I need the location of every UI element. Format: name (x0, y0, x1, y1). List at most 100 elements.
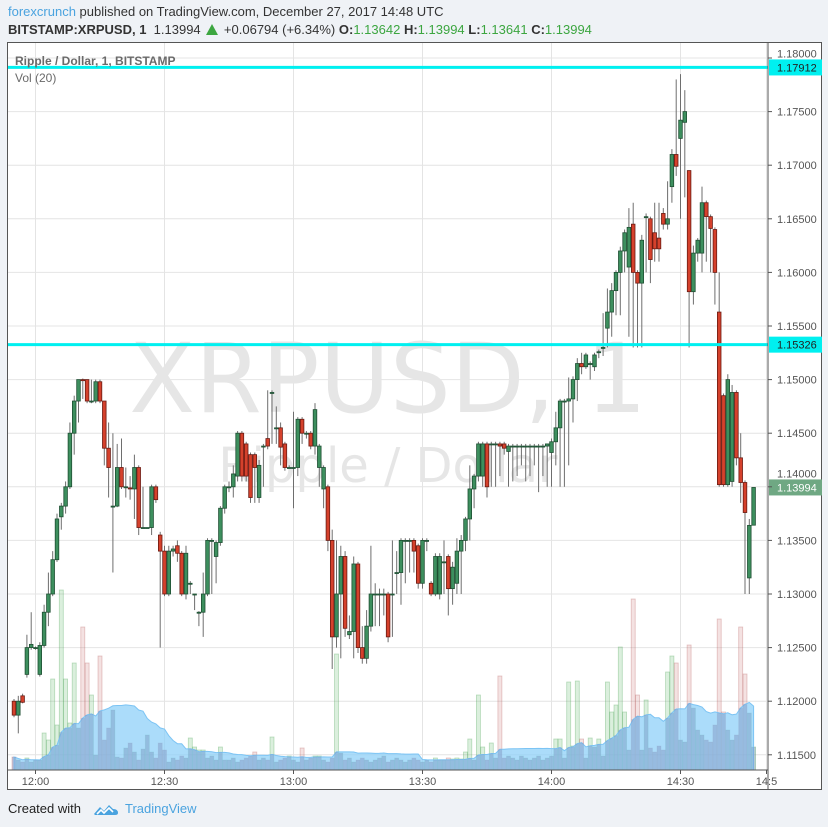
volume-bar-overlap (158, 743, 163, 770)
candle (24, 647, 30, 675)
volume-bar-overlap (304, 760, 309, 770)
candle (162, 550, 167, 595)
candle (308, 432, 313, 447)
volume-bar-overlap (519, 756, 524, 770)
series-legend[interactable]: Ripple / Dollar, 1, BITSTAMP (15, 54, 176, 68)
volume-bar-overlap (502, 758, 507, 770)
volume-bar-overlap (373, 760, 378, 770)
candle (89, 400, 94, 403)
symbol-info: BITSTAMP:XRPUSD, 1 1.13994 +0.06794 (+6.… (8, 22, 592, 37)
candle (80, 379, 85, 382)
candle (699, 202, 705, 254)
candle (398, 540, 404, 573)
volume-bar-overlap (37, 760, 42, 770)
candle (231, 473, 236, 488)
volume-bar-overlap (136, 760, 141, 770)
candle (648, 218, 653, 260)
watermark-name: Ripple / Dollar (218, 438, 558, 494)
candle (157, 534, 163, 552)
volume-bar-overlap (377, 758, 382, 770)
volume-bar-overlap (89, 713, 94, 770)
volume-bar-overlap (472, 760, 477, 770)
volume-bar-overlap (231, 758, 236, 770)
volume-bar-overlap (149, 752, 154, 770)
volume-bar-overlap (179, 756, 184, 770)
volume-bar-overlap (700, 735, 704, 770)
candle (506, 445, 511, 452)
candle (510, 445, 515, 448)
price-tick-label: 1.13500 (777, 535, 817, 547)
horizontal-levels: 1.17912 1.15326 1.13994 (8, 59, 822, 496)
volume-bar-overlap (743, 704, 747, 770)
volume-bar-overlap (532, 758, 537, 770)
candle (682, 111, 687, 123)
price-tick-label: 1.18000 (777, 48, 817, 60)
volume-bar-overlap (33, 760, 38, 770)
volume-bar-overlap (493, 758, 498, 770)
price-tick-label: 1.15500 (777, 321, 817, 333)
candle (37, 645, 42, 675)
candle (588, 363, 593, 365)
volume-bar-overlap (734, 735, 739, 770)
volume-bar-overlap (55, 745, 59, 770)
candle (553, 427, 558, 443)
volume-bar-overlap (261, 758, 266, 770)
candle (218, 507, 223, 543)
candle (97, 381, 103, 402)
candle (192, 593, 197, 596)
author-link[interactable]: forexcrunch (8, 4, 76, 19)
candle (519, 445, 524, 448)
volume-bar-overlap (257, 760, 262, 770)
candle (458, 540, 464, 552)
volume-bar-overlap (747, 713, 752, 770)
volume-bar-overlap (145, 735, 150, 770)
volume-legend[interactable]: Vol (20) (15, 71, 57, 85)
candles (11, 74, 756, 734)
time-tick-label: 13:00 (280, 776, 308, 788)
candle (54, 518, 60, 561)
volume-bar-overlap (480, 754, 485, 770)
candle (226, 486, 232, 489)
time-tick-label: 14:5 (756, 776, 777, 788)
candle (325, 486, 331, 541)
volume-bar-overlap (549, 756, 554, 770)
candle (600, 347, 606, 349)
volume-bar-overlap (704, 740, 709, 770)
candle (209, 540, 214, 542)
candle (480, 443, 485, 477)
volume-bar-overlap (669, 712, 674, 770)
candle (59, 505, 64, 518)
candle (127, 487, 133, 490)
candle (712, 229, 718, 273)
volume-bar-overlap (751, 747, 756, 770)
candle (93, 381, 98, 402)
candle (674, 154, 679, 167)
volume-bar-overlap (592, 747, 597, 770)
volume-bar-overlap (313, 757, 317, 770)
volume-bar-overlap (571, 746, 575, 770)
tradingview-link[interactable]: TradingView (124, 801, 197, 816)
candle (256, 464, 262, 498)
volume-bar-overlap (674, 709, 679, 770)
volume-bar-overlap (184, 758, 188, 770)
footer: Created with TradingView (8, 801, 197, 816)
volume-bar-overlap (635, 716, 640, 770)
volume-bar-overlap (153, 758, 158, 770)
volume-bar-overlap (274, 762, 279, 770)
candle (269, 392, 275, 394)
candle (536, 445, 541, 448)
candle (166, 550, 171, 595)
volume-bar-overlap (506, 756, 511, 770)
candle (136, 467, 141, 528)
publish-info: forexcrunch published on TradingView.com… (8, 4, 444, 19)
time-tick-label: 12:00 (22, 776, 50, 788)
candle (639, 239, 644, 284)
candle (170, 548, 176, 552)
candle (729, 392, 735, 482)
volume-bar-overlap (695, 730, 700, 770)
price-tick-label: 1.12500 (777, 643, 817, 655)
candle (661, 213, 666, 225)
candle (33, 647, 38, 649)
candle (717, 311, 722, 486)
